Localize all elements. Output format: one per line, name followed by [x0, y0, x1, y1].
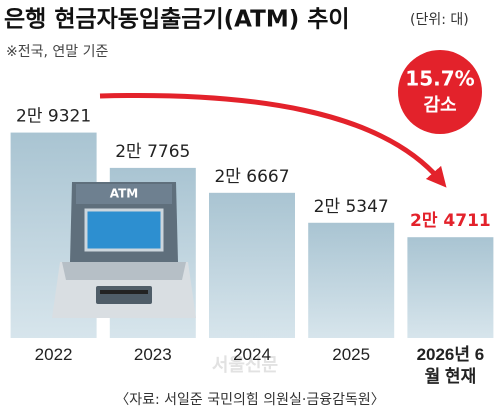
- value-label: 2만 4711: [410, 211, 491, 231]
- x-tick-label: 2025: [332, 345, 371, 364]
- value-label: 2만 6667: [214, 167, 289, 187]
- badge-text: 15.7%: [405, 67, 474, 91]
- trend-arrow: [99, 92, 447, 188]
- badge-text: 감소: [423, 95, 456, 116]
- note: ※전국, 연말 기준: [6, 44, 108, 60]
- value-label: 2만 7765: [115, 142, 190, 162]
- unit: (단위: 대): [410, 12, 469, 28]
- bar: [407, 237, 494, 338]
- value-label: 2만 9321: [16, 107, 91, 127]
- value-label: 2만 5347: [314, 197, 389, 217]
- atm-icon: ATM: [52, 182, 196, 318]
- svg-text:ATM: ATM: [110, 187, 138, 201]
- badge: [398, 50, 482, 134]
- x-tick-label: 2023: [133, 345, 172, 364]
- chart-title: 은행 현금자동입출금기(ATM) 추이: [4, 7, 350, 33]
- watermark: 서울신문: [212, 355, 278, 376]
- bar: [209, 192, 295, 338]
- x-tick-label: 2026년 6월 현재: [416, 345, 485, 386]
- x-tick-label: 2024: [233, 345, 271, 364]
- source: 〈자료: 서일준 국민의힘 의원실·금융감독원〉: [115, 392, 384, 408]
- x-tick-label: 2022: [34, 345, 73, 364]
- bar: [308, 222, 395, 338]
